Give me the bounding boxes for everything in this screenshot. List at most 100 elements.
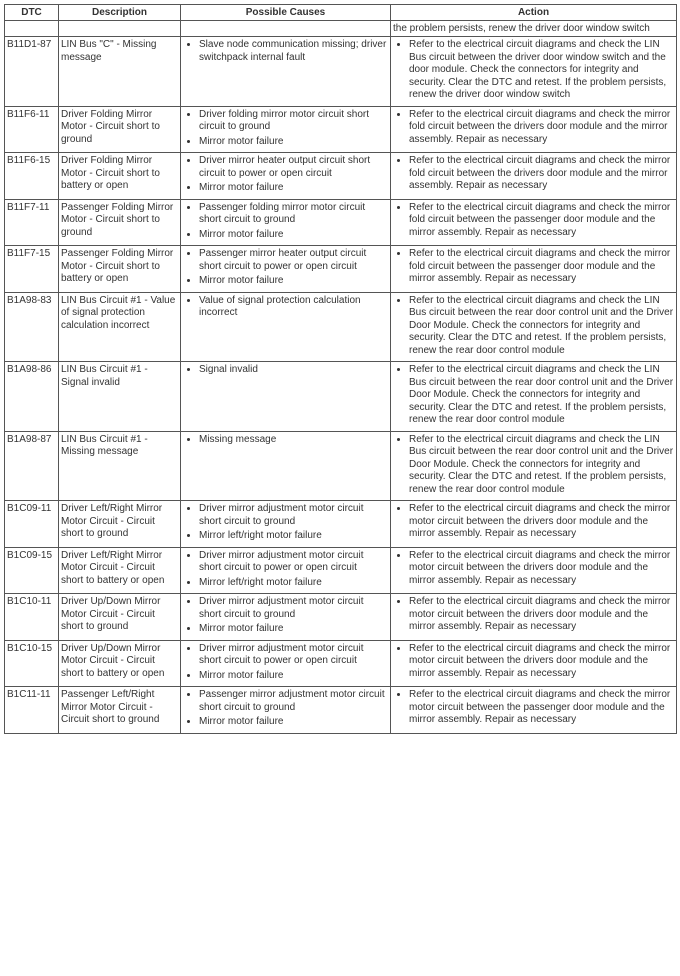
dtc-description: LIN Bus Circuit #1 - Missing message	[59, 431, 181, 501]
action: Refer to the electrical circuit diagrams…	[391, 199, 677, 246]
dtc-description: Driver Left/Right Mirror Motor Circuit -…	[59, 547, 181, 594]
table-row: B11F7-15Passenger Folding Mirror Motor -…	[5, 246, 677, 293]
table-row: B1A98-87LIN Bus Circuit #1 - Missing mes…	[5, 431, 677, 501]
cause-item: Mirror motor failure	[199, 136, 388, 149]
cause-item: Passenger mirror adjustment motor circui…	[199, 689, 388, 714]
possible-causes: Driver mirror adjustment motor circuit s…	[181, 594, 391, 641]
action-item: Refer to the electrical circuit diagrams…	[409, 643, 674, 681]
table-row: B11F6-11Driver Folding Mirror Motor - Ci…	[5, 106, 677, 153]
cause-item: Mirror motor failure	[199, 716, 388, 729]
action: Refer to the electrical circuit diagrams…	[391, 594, 677, 641]
cause-item: Driver mirror adjustment motor circuit s…	[199, 550, 388, 575]
possible-causes: Driver mirror heater output circuit shor…	[181, 153, 391, 200]
cause-item: Mirror motor failure	[199, 182, 388, 195]
action: Refer to the electrical circuit diagrams…	[391, 431, 677, 501]
cause-item: Mirror left/right motor failure	[199, 577, 388, 590]
possible-causes: Passenger mirror adjustment motor circui…	[181, 687, 391, 734]
table-header-row: DTC Description Possible Causes Action	[5, 5, 677, 21]
action: the problem persists, renew the driver d…	[391, 21, 677, 37]
dtc-description: LIN Bus Circuit #1 - Signal invalid	[59, 362, 181, 432]
dtc-code	[5, 21, 59, 37]
dtc-description: Driver Folding Mirror Motor - Circuit sh…	[59, 106, 181, 153]
dtc-description: Passenger Left/Right Mirror Motor Circui…	[59, 687, 181, 734]
action: Refer to the electrical circuit diagrams…	[391, 37, 677, 107]
cause-item: Passenger mirror heater output circuit s…	[199, 248, 388, 273]
cause-item: Mirror left/right motor failure	[199, 530, 388, 543]
dtc-code: B1C09-11	[5, 501, 59, 548]
possible-causes: Driver mirror adjustment motor circuit s…	[181, 501, 391, 548]
table-row: B1C10-11Driver Up/Down Mirror Motor Circ…	[5, 594, 677, 641]
dtc-table: DTC Description Possible Causes Action t…	[4, 4, 677, 734]
col-header-dtc: DTC	[5, 5, 59, 21]
table-row: B1C09-11Driver Left/Right Mirror Motor C…	[5, 501, 677, 548]
dtc-description: Passenger Folding Mirror Motor - Circuit…	[59, 199, 181, 246]
action: Refer to the electrical circuit diagrams…	[391, 640, 677, 687]
col-header-action: Action	[391, 5, 677, 21]
possible-causes: Driver mirror adjustment motor circuit s…	[181, 547, 391, 594]
action-item: Refer to the electrical circuit diagrams…	[409, 689, 674, 727]
cause-item: Driver mirror adjustment motor circuit s…	[199, 596, 388, 621]
cause-item: Driver mirror adjustment motor circuit s…	[199, 643, 388, 668]
cause-item: Driver mirror adjustment motor circuit s…	[199, 503, 388, 528]
action: Refer to the electrical circuit diagrams…	[391, 362, 677, 432]
action-item: Refer to the electrical circuit diagrams…	[409, 550, 674, 588]
action-item: Refer to the electrical circuit diagrams…	[409, 434, 674, 497]
cause-item: Driver folding mirror motor circuit shor…	[199, 109, 388, 134]
table-row: B1A98-83LIN Bus Circuit #1 - Value of si…	[5, 292, 677, 362]
dtc-description: Driver Folding Mirror Motor - Circuit sh…	[59, 153, 181, 200]
action-item: Refer to the electrical circuit diagrams…	[409, 503, 674, 541]
dtc-code: B1A98-86	[5, 362, 59, 432]
dtc-code: B1C09-15	[5, 547, 59, 594]
dtc-code: B1A98-83	[5, 292, 59, 362]
possible-causes: Value of signal protection calculation i…	[181, 292, 391, 362]
dtc-description: LIN Bus "C" - Missing message	[59, 37, 181, 107]
cause-item: Mirror motor failure	[199, 229, 388, 242]
action: Refer to the electrical circuit diagrams…	[391, 292, 677, 362]
dtc-description: LIN Bus Circuit #1 - Value of signal pro…	[59, 292, 181, 362]
action: Refer to the electrical circuit diagrams…	[391, 153, 677, 200]
col-header-causes: Possible Causes	[181, 5, 391, 21]
table-row: B1C11-11Passenger Left/Right Mirror Moto…	[5, 687, 677, 734]
col-header-description: Description	[59, 5, 181, 21]
table-row: B11F6-15Driver Folding Mirror Motor - Ci…	[5, 153, 677, 200]
possible-causes: Slave node communication missing; driver…	[181, 37, 391, 107]
possible-causes: Missing message	[181, 431, 391, 501]
table-row: B1C10-15Driver Up/Down Mirror Motor Circ…	[5, 640, 677, 687]
dtc-description: Driver Left/Right Mirror Motor Circuit -…	[59, 501, 181, 548]
action: Refer to the electrical circuit diagrams…	[391, 547, 677, 594]
dtc-description: Passenger Folding Mirror Motor - Circuit…	[59, 246, 181, 293]
dtc-description: Driver Up/Down Mirror Motor Circuit - Ci…	[59, 594, 181, 641]
table-row: B11F7-11Passenger Folding Mirror Motor -…	[5, 199, 677, 246]
table-row: B1A98-86LIN Bus Circuit #1 - Signal inva…	[5, 362, 677, 432]
table-row: the problem persists, renew the driver d…	[5, 21, 677, 37]
action: Refer to the electrical circuit diagrams…	[391, 501, 677, 548]
cause-item: Missing message	[199, 434, 388, 447]
possible-causes: Driver folding mirror motor circuit shor…	[181, 106, 391, 153]
possible-causes: Passenger folding mirror motor circuit s…	[181, 199, 391, 246]
action-item: Refer to the electrical circuit diagrams…	[409, 295, 674, 358]
dtc-code: B1C10-15	[5, 640, 59, 687]
dtc-code: B11F6-11	[5, 106, 59, 153]
cause-item: Mirror motor failure	[199, 670, 388, 683]
possible-causes: Signal invalid	[181, 362, 391, 432]
action-item: Refer to the electrical circuit diagrams…	[409, 202, 674, 240]
table-row: B11D1-87LIN Bus "C" - Missing messageSla…	[5, 37, 677, 107]
dtc-code: B11D1-87	[5, 37, 59, 107]
possible-causes: Passenger mirror heater output circuit s…	[181, 246, 391, 293]
dtc-code: B11F7-15	[5, 246, 59, 293]
possible-causes: Driver mirror adjustment motor circuit s…	[181, 640, 391, 687]
cause-item: Passenger folding mirror motor circuit s…	[199, 202, 388, 227]
action-item: Refer to the electrical circuit diagrams…	[409, 109, 674, 147]
action-item: Refer to the electrical circuit diagrams…	[409, 364, 674, 427]
dtc-code: B1C11-11	[5, 687, 59, 734]
dtc-description	[59, 21, 181, 37]
table-row: B1C09-15Driver Left/Right Mirror Motor C…	[5, 547, 677, 594]
cause-item: Value of signal protection calculation i…	[199, 295, 388, 320]
cause-item: Mirror motor failure	[199, 623, 388, 636]
dtc-code: B11F6-15	[5, 153, 59, 200]
dtc-code: B11F7-11	[5, 199, 59, 246]
action: Refer to the electrical circuit diagrams…	[391, 687, 677, 734]
dtc-code: B1C10-11	[5, 594, 59, 641]
dtc-description: Driver Up/Down Mirror Motor Circuit - Ci…	[59, 640, 181, 687]
action: Refer to the electrical circuit diagrams…	[391, 106, 677, 153]
